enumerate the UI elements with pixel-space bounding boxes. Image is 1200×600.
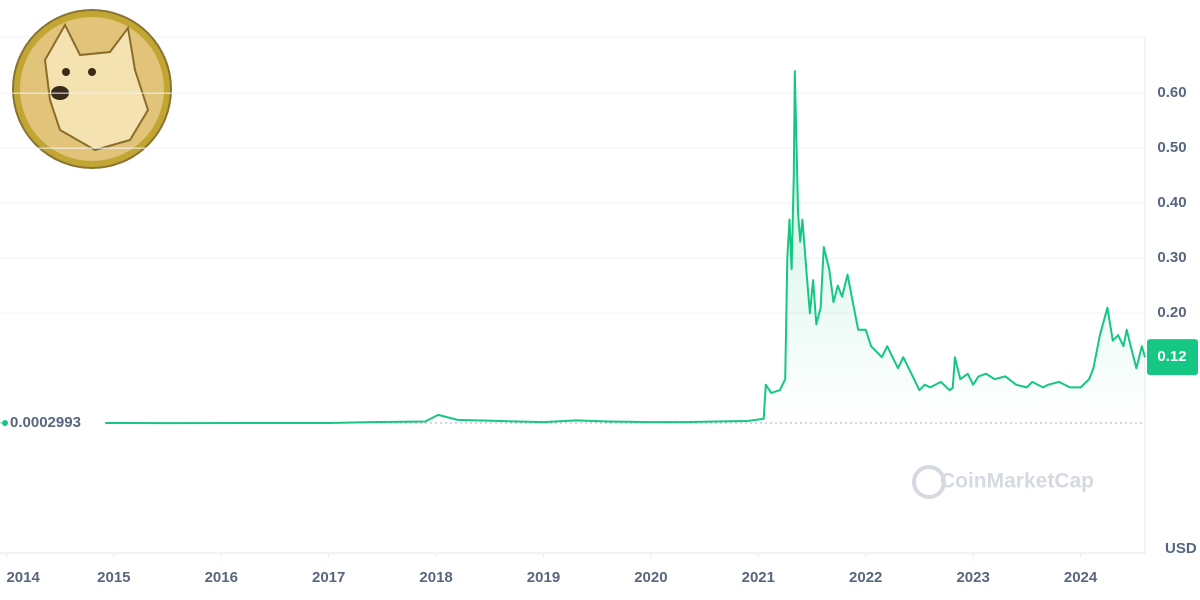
x-tick-label: 2016 — [205, 569, 238, 586]
x-tick-label: 2023 — [956, 569, 989, 586]
reference-dot — [2, 420, 8, 427]
price-badge-label: 0.12 — [1157, 348, 1186, 365]
x-tick-label: 2019 — [527, 569, 560, 586]
y-tick-label: 0.20 — [1157, 304, 1186, 321]
reference-label: 0.0002993 — [10, 414, 81, 431]
watermark-logo — [912, 465, 946, 499]
y-tick-label: 0.60 — [1157, 84, 1186, 101]
watermark: CoinMarketCap — [940, 470, 1094, 493]
x-tick-label: 2022 — [849, 569, 882, 586]
currency-label: USD — [1165, 540, 1197, 557]
reference-label-bg — [8, 413, 104, 434]
x-tick-label: 2014 — [6, 569, 40, 586]
x-tick-label: 2020 — [634, 569, 667, 586]
x-tick-label: 2017 — [312, 569, 345, 586]
x-tick-label: 2015 — [97, 569, 130, 586]
price-area — [105, 71, 1145, 424]
x-tick-label: 2024 — [1064, 569, 1098, 586]
x-tick-label: 2018 — [419, 569, 452, 586]
y-tick-label: 0.40 — [1157, 194, 1186, 211]
logo — [12, 9, 172, 169]
y-tick-label: 0.30 — [1157, 249, 1186, 266]
price-badge — [1147, 339, 1198, 376]
price-line — [105, 70, 1146, 425]
y-tick-label: 0.50 — [1157, 139, 1186, 156]
x-tick-label: 2021 — [742, 569, 775, 586]
